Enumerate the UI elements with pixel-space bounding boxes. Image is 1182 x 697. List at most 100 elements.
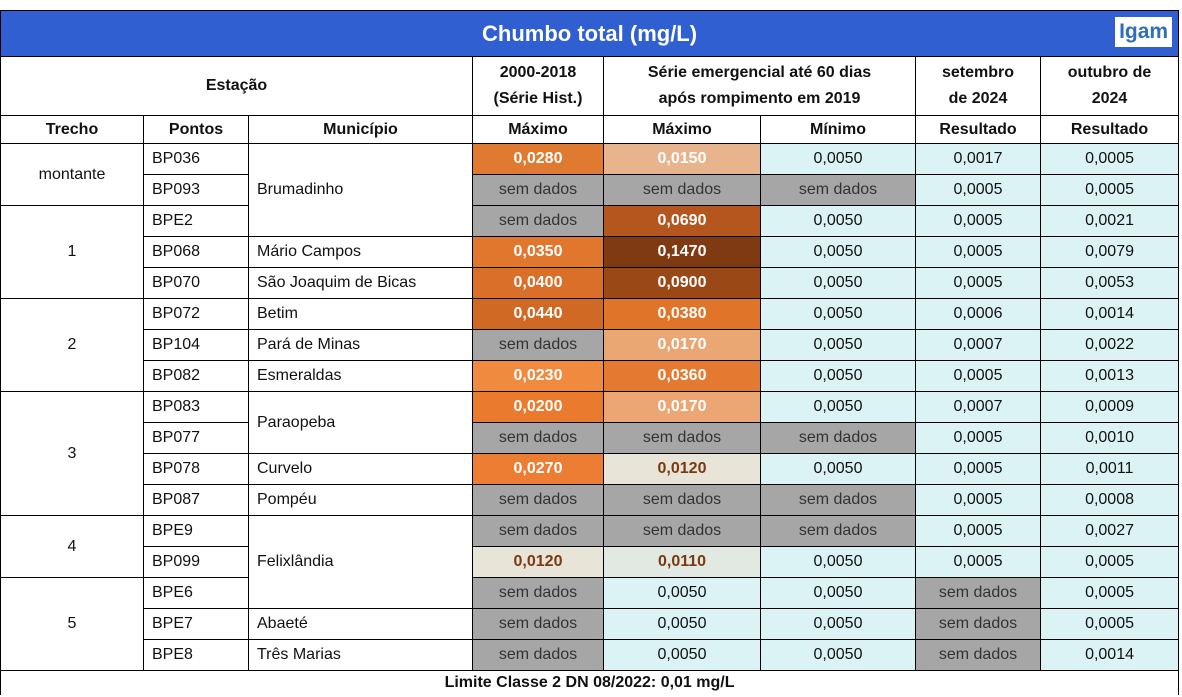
footer: Limite Classe 2 DN 08/2022: 0,01 mg/L <box>0 670 1180 695</box>
ponto-cell: BP068 <box>143 236 249 268</box>
value-cell: sem dados <box>472 515 604 547</box>
value-cell: 0,0005 <box>1039 608 1180 640</box>
value-cell: 0,0027 <box>1039 515 1180 547</box>
ponto-cell: BP087 <box>143 484 249 516</box>
value-cell: 0,0005 <box>915 453 1041 485</box>
page: Chumbo total (mg/L) Igam Estação 2000-201… <box>0 10 1180 695</box>
value-cell: 0,0007 <box>915 391 1041 423</box>
value-cell: 0,0120 <box>603 453 761 485</box>
header-cell: Trecho <box>0 115 144 144</box>
value-cell: sem dados <box>760 515 916 547</box>
municipio-cell: Pará de Minas <box>248 329 473 361</box>
ponto-cell: BP099 <box>143 546 249 578</box>
value-cell: 0,0050 <box>760 267 916 299</box>
value-cell: 0,0360 <box>603 360 761 392</box>
value-cell: sem dados <box>472 329 604 361</box>
value-cell: sem dados <box>472 577 604 609</box>
value-cell: 0,0013 <box>1039 360 1180 392</box>
table-row: BP068 Mário Campos 0,0350 0,1470 0,0050 0,000… <box>1 236 1180 268</box>
ponto-cell: BP093 <box>143 174 249 206</box>
municipio-cell: Abaeté <box>248 608 473 640</box>
value-cell: 0,0050 <box>760 453 916 485</box>
trecho-cell: 5 <box>0 577 144 671</box>
value-cell: sem dados <box>915 577 1041 609</box>
value-cell: sem dados <box>603 515 761 547</box>
value-cell: sem dados <box>472 608 604 640</box>
header-cell: Estação <box>0 56 473 116</box>
municipio-cell: Felixlândia <box>248 515 473 609</box>
value-cell: 0,0005 <box>1039 577 1180 609</box>
value-cell: 0,0050 <box>760 298 916 330</box>
municipio-cell: Betim <box>248 298 473 330</box>
header-cell: Máximo <box>603 115 761 144</box>
value-cell: sem dados <box>472 174 604 206</box>
value-cell: 0,0900 <box>603 267 761 299</box>
municipio-cell: Pompéu <box>248 484 473 516</box>
value-cell: sem dados <box>472 639 604 671</box>
header-cell: Mínimo <box>760 115 916 144</box>
value-cell: 0,0005 <box>915 267 1041 299</box>
value-cell: 0,0350 <box>472 236 604 268</box>
table-row: 5 BPE6 sem dados 0,0050 0,0050 sem dados 0,000… <box>0 577 1180 671</box>
table-row: BP104 Pará de Minas sem dados 0,0170 0,0050 0… <box>1 329 1180 361</box>
value-cell: 0,0008 <box>1039 484 1180 516</box>
header-cell: Série emergencial até 60 dias após rompi… <box>603 56 916 116</box>
value-cell: 0,0050 <box>760 391 916 423</box>
ponto-cell: BPE7 <box>143 608 249 640</box>
value-cell: 0,0050 <box>760 360 916 392</box>
ponto-cell: BPE9 <box>143 515 249 547</box>
municipio-cell: Curvelo <box>248 453 473 485</box>
ponto-cell: BPE2 <box>143 205 249 237</box>
header-cell: Máximo <box>472 115 604 144</box>
ponto-cell: BP036 <box>143 143 249 175</box>
header-cell: setembro de 2024 <box>915 56 1041 116</box>
value-cell: sem dados <box>760 422 916 454</box>
header-cell: Resultado <box>915 115 1041 144</box>
value-cell: sem dados <box>603 422 761 454</box>
value-cell: 0,0440 <box>472 298 604 330</box>
data-table: Chumbo total (mg/L) Igam Estação 2000-201… <box>0 10 1180 695</box>
value-cell: 0,0007 <box>915 329 1041 361</box>
municipio-cell: Esmeraldas <box>248 360 473 392</box>
value-cell: sem dados <box>915 608 1041 640</box>
table-row: BP087 Pompéu sem dados sem dados sem dados 0,… <box>1 484 1180 516</box>
value-cell: 0,0200 <box>472 391 604 423</box>
value-cell: 0,0050 <box>603 639 761 671</box>
value-cell: 0,0050 <box>760 639 916 671</box>
value-cell: 0,0011 <box>1039 453 1180 485</box>
value-cell: 0,0150 <box>603 143 761 175</box>
table-row: BP093 sem dados sem dados sem dados 0,0005 0,… <box>1 174 1180 206</box>
value-cell: 0,0017 <box>915 143 1041 175</box>
value-cell: sem dados <box>472 484 604 516</box>
table-row: 4 BPE9 Felixlândia sem dados sem dados sem da… <box>0 515 1180 609</box>
ponto-cell: BP070 <box>143 267 249 299</box>
table-row: BPE8 Três Marias sem dados 0,0050 0,0050 sem … <box>1 639 1180 671</box>
table-row: montante BP036 Brumadinho 0,0280 0,0150 0,005… <box>0 143 1180 237</box>
value-cell: 0,0005 <box>1039 143 1180 175</box>
logo: Igam <box>1115 17 1173 47</box>
value-cell: 0,0005 <box>915 174 1041 206</box>
value-cell: 0,0005 <box>915 515 1041 547</box>
value-cell: 0,0050 <box>760 577 916 609</box>
value-cell: sem dados <box>915 639 1041 671</box>
value-cell: 0,0050 <box>760 329 916 361</box>
header-cell: Município <box>248 115 473 144</box>
value-cell: sem dados <box>760 484 916 516</box>
header-cell: Pontos <box>143 115 249 144</box>
header-cell: 2000-2018 (Série Hist.) <box>472 56 604 116</box>
table-row: 1 BPE2 sem dados 0,0690 0,0050 0,0005 0,0021 <box>0 205 1180 299</box>
value-cell: 0,0050 <box>760 546 916 578</box>
value-cell: 0,0400 <box>472 267 604 299</box>
value-cell: 0,0005 <box>915 236 1041 268</box>
value-cell: 0,0005 <box>915 360 1041 392</box>
table-row: BPE7 Abaeté sem dados 0,0050 0,0050 sem dados… <box>1 608 1180 640</box>
table-row: BP099 0,0120 0,0110 0,0050 0,0005 0,0005 <box>1 546 1180 578</box>
value-cell: 0,0014 <box>1039 639 1180 671</box>
value-cell: 0,0050 <box>603 608 761 640</box>
value-cell: 0,0005 <box>915 422 1041 454</box>
trecho-cell: 1 <box>0 205 144 299</box>
municipio-cell: Mário Campos <box>248 236 473 268</box>
value-cell: 0,0050 <box>760 143 916 175</box>
ponto-cell: BP104 <box>143 329 249 361</box>
value-cell: sem dados <box>472 422 604 454</box>
